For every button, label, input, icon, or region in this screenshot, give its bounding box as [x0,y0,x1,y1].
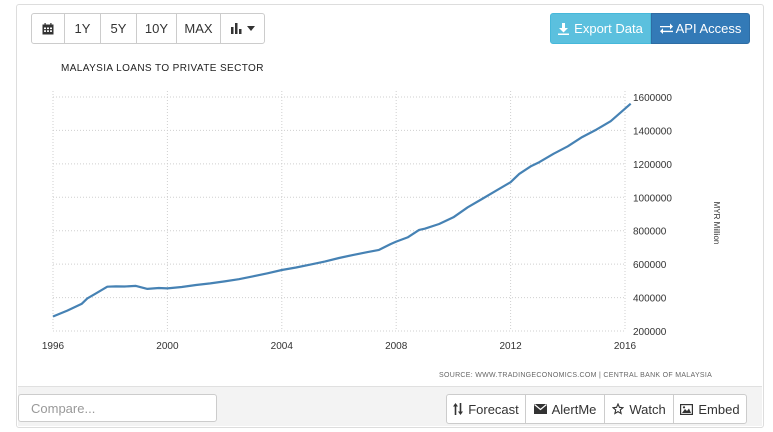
y-axis-label: MYR Million [712,202,721,245]
y-tick-label: 1000000 [633,193,672,204]
alertme-button[interactable]: AlertMe [525,394,605,424]
series-line [52,102,632,318]
embed-button[interactable]: Embed [673,394,747,424]
y-tick-label: 1200000 [633,160,672,171]
chart-title: MALAYSIA LOANS TO PRIVATE SECTOR [61,63,264,74]
action-buttons: Forecast AlertMe Watch Embed [446,394,747,424]
calendar-button[interactable] [31,13,65,44]
widget-frame: 1Y 5Y 10Y MAX Export Data API Access MAL… [16,4,764,428]
x-tick-label: 1996 [42,341,65,352]
alertme-label: AlertMe [551,401,597,417]
caret-down-icon [246,26,255,31]
x-tick-label: 2004 [271,341,294,352]
range-5y-button[interactable]: 5Y [100,13,137,44]
range-button-group: 1Y 5Y 10Y MAX [31,13,265,44]
compare-input[interactable] [18,394,217,422]
x-tick-label: 2008 [385,341,408,352]
download-icon [558,22,570,35]
export-data-label: Export Data [574,21,643,36]
source-text: SOURCE: WWW.TRADINGECONOMICS.COM | CENTR… [439,372,713,379]
range-1y-button[interactable]: 1Y [64,13,101,44]
exchange-icon [659,23,673,34]
api-access-button[interactable]: API Access [651,13,750,44]
y-tick-label: 1400000 [633,126,672,137]
y-tick-label: 200000 [633,327,667,338]
watch-button[interactable]: Watch [604,394,674,424]
x-tick-label: 2000 [156,341,179,352]
y-tick-label: 1600000 [633,93,672,104]
forecast-label: Forecast [468,401,519,417]
watch-label: Watch [629,401,666,417]
embed-label: Embed [698,401,740,417]
range-max-button[interactable]: MAX [176,13,221,44]
export-data-button[interactable]: Export Data [550,13,651,44]
y-tick-label: 600000 [633,260,667,271]
y-tick-label: 800000 [633,227,667,238]
image-icon [680,403,694,415]
sort-arrows-icon [453,403,464,415]
range-10y-button[interactable]: 10Y [136,13,177,44]
forecast-button[interactable]: Forecast [446,394,526,424]
star-icon [612,403,625,415]
line-chart: 1996 2000 2004 2008 2012 2016 1600000 1400000 12… [42,91,721,352]
x-tick-label: 2016 [614,341,637,352]
bar-chart-icon [230,23,241,34]
envelope-icon [533,404,547,414]
y-tick-label: 400000 [633,294,667,305]
calendar-icon [42,22,54,34]
x-tick-label: 2012 [499,341,522,352]
bottom-bar: Forecast AlertMe Watch Embed [18,386,762,426]
chart-type-dropdown[interactable] [220,13,265,44]
api-access-label: API Access [675,21,742,36]
